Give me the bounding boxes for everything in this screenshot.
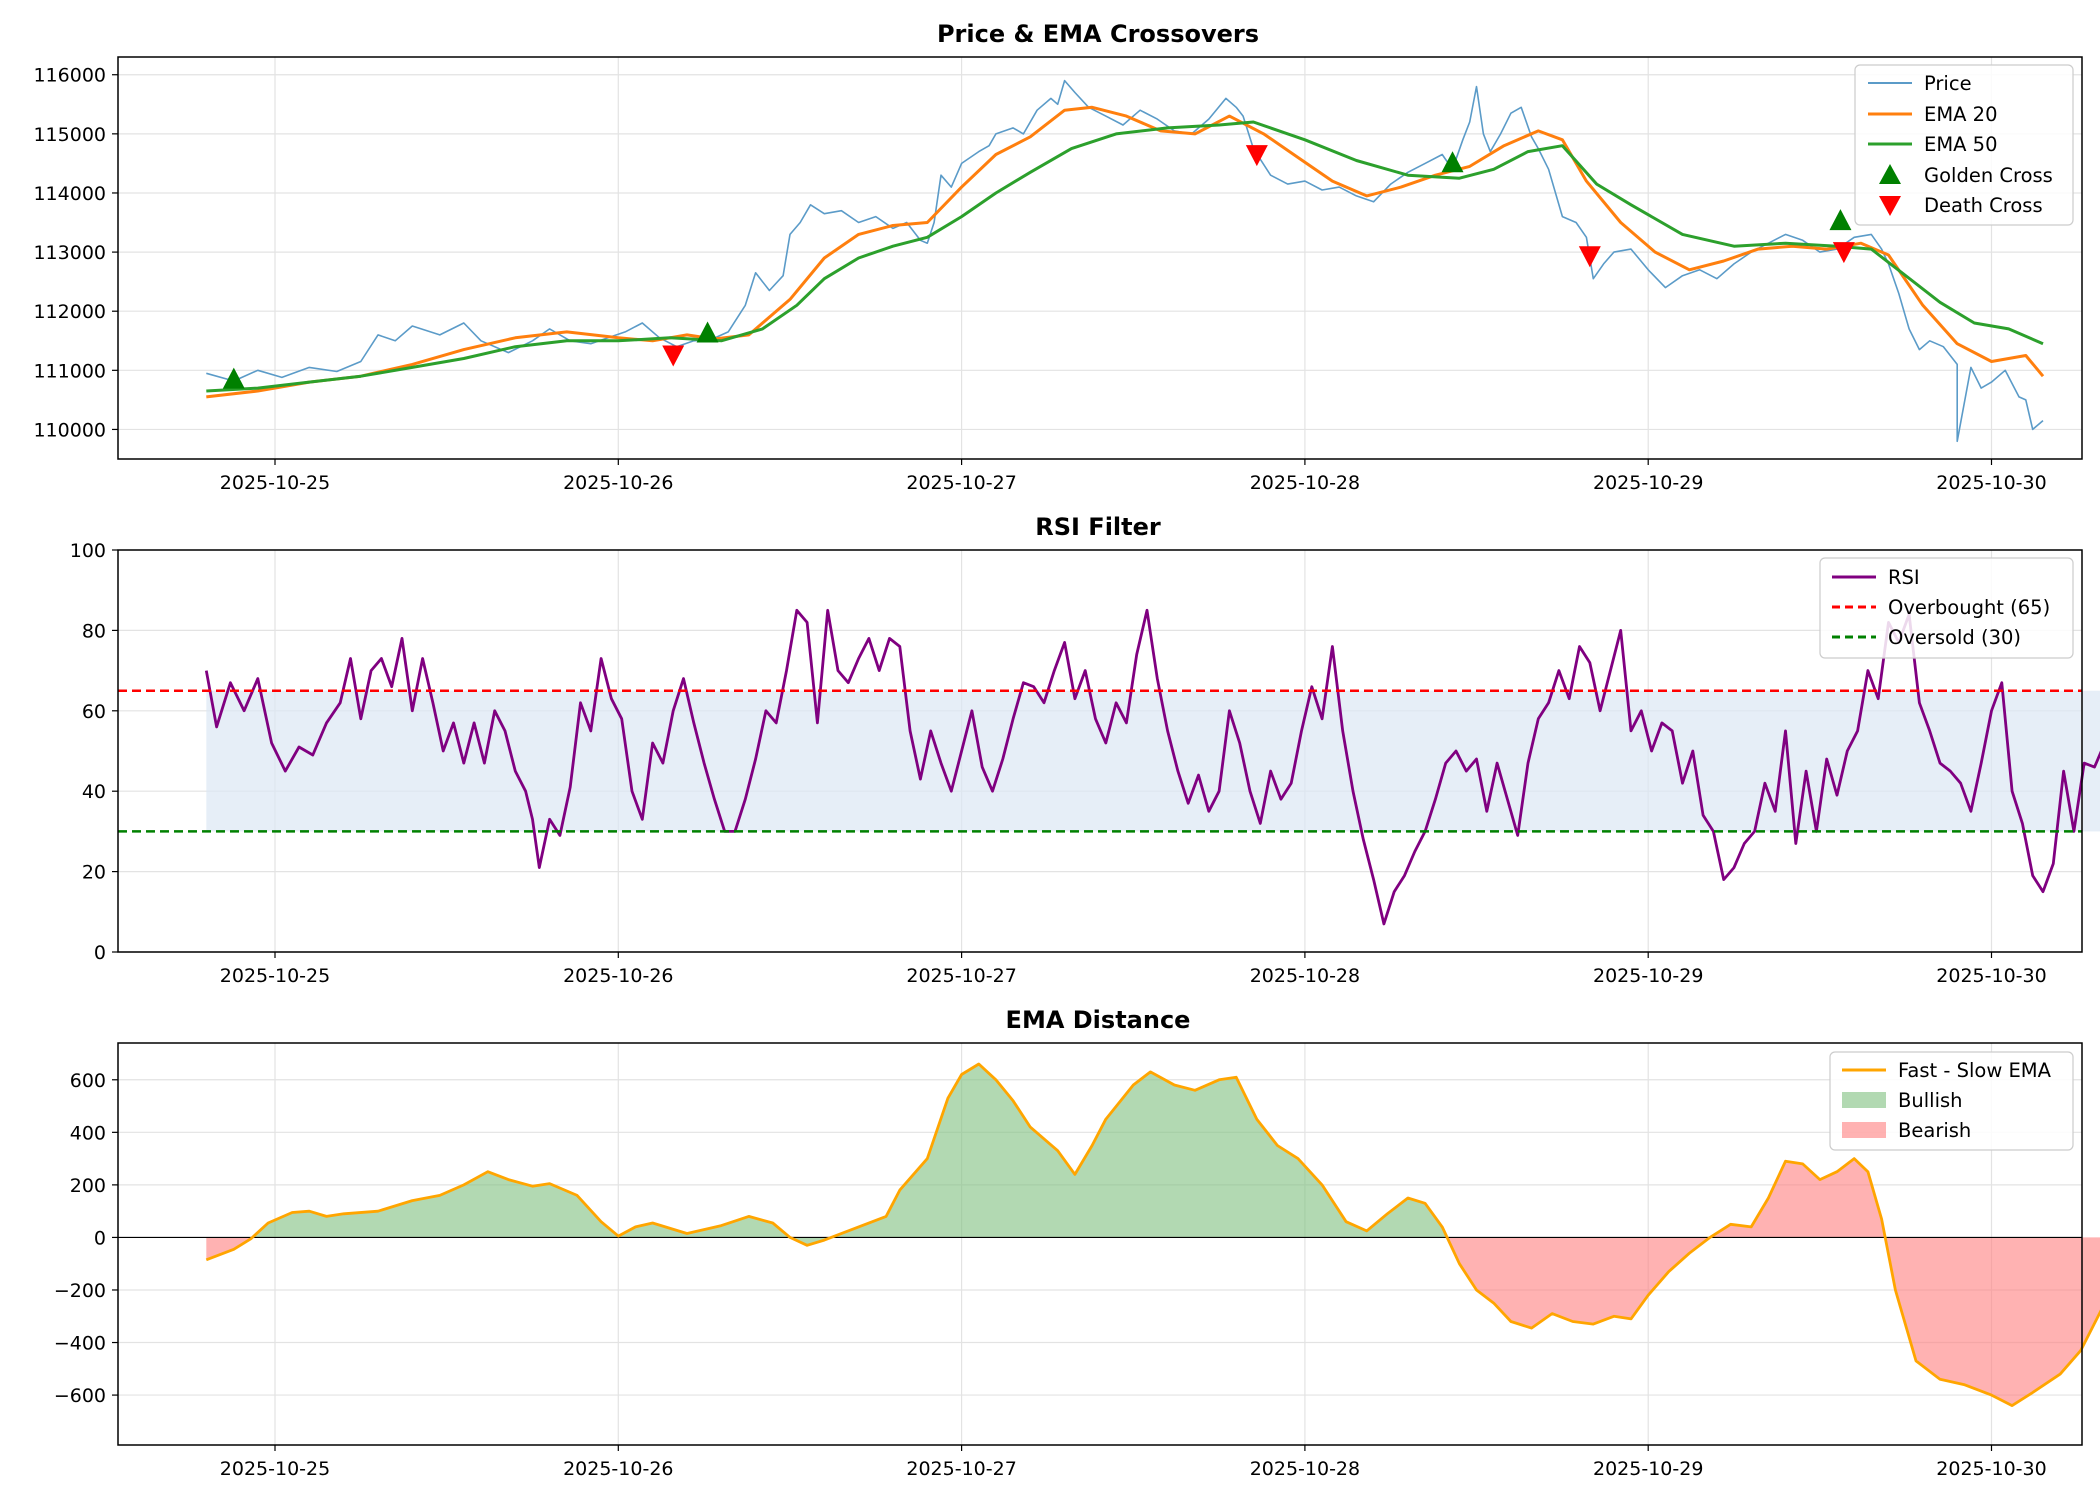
ema50-line (206, 120, 2044, 393)
y-tick-label: 111000 (33, 360, 106, 382)
x-tick-label: 2025-10-27 (906, 965, 1016, 987)
rsi-legend: RSI Overbought (65) Oversold (30) (1819, 557, 2074, 659)
rsi-plot-frame (117, 549, 2083, 953)
golden-cross-marker (696, 321, 719, 343)
golden-cross-marker (1829, 209, 1852, 231)
price-panel-title: Price & EMA Crossovers (937, 20, 1259, 48)
bullish-area (252, 1171, 832, 1246)
legend-death-cross-marker (1879, 196, 1901, 216)
legend-ema20-label: EMA 20 (1924, 103, 1998, 126)
x-tick-label: 2025-10-29 (1593, 1458, 1703, 1480)
x-tick-label: 2025-10-26 (563, 1458, 673, 1480)
x-tick-label: 2025-10-27 (906, 1458, 1016, 1480)
legend-bullish-label: Bullish (1898, 1089, 1963, 1112)
legend-ema50-label: EMA 50 (1924, 133, 1998, 156)
death-cross-marker (1832, 242, 1855, 264)
x-tick-label: 2025-10-26 (563, 965, 673, 987)
rsi-line (204, 608, 2100, 926)
y-tick-label: 116000 (33, 65, 106, 87)
x-tick-label: 2025-10-27 (906, 472, 1016, 494)
legend-death-cross-label: Death Cross (1924, 194, 2043, 217)
y-tick-label: 0 (94, 942, 106, 964)
x-tick-label: 2025-10-25 (220, 1458, 330, 1480)
ema-distance-panel-title: EMA Distance (1006, 1006, 1191, 1034)
x-tick-label: 2025-10-30 (1936, 965, 2046, 987)
legend-golden-cross-marker (1879, 164, 1901, 184)
price-legend: Price EMA 20 EMA 50 Golden Cross Death C… (1854, 64, 2074, 226)
y-tick-label: 20 (82, 862, 106, 884)
bearish-area (1447, 1158, 1886, 1329)
y-tick-label: 114000 (33, 183, 106, 205)
legend-distance-label: Fast - Slow EMA (1898, 1059, 2052, 1082)
legend-golden-cross-label: Golden Cross (1924, 164, 2053, 187)
price-panel: Price & EMA Crossovers 2025-10-25 2025-10… (33, 20, 2083, 494)
golden-cross-marker (1441, 151, 1464, 173)
y-tick-label: −600 (54, 1385, 106, 1407)
bearish-area (1885, 1237, 2100, 1406)
x-tick-label: 2025-10-28 (1250, 472, 1360, 494)
y-tick-label: 0 (94, 1227, 106, 1249)
y-tick-label: 115000 (33, 124, 106, 146)
y-tick-label: 80 (82, 620, 106, 642)
ema-distance-line (205, 1062, 2100, 1407)
y-tick-label: 600 (70, 1070, 106, 1092)
x-tick-label: 2025-10-25 (220, 472, 330, 494)
y-tick-label: 200 (70, 1175, 106, 1197)
death-cross-marker (662, 345, 685, 367)
y-tick-label: 112000 (33, 301, 106, 323)
rsi-panel-title: RSI Filter (1035, 513, 1161, 541)
legend-oversold-label: Oversold (30) (1888, 626, 2021, 649)
ema-distance-legend: Fast - Slow EMA Bullish Bearish (1829, 1051, 2074, 1151)
x-tick-label: 2025-10-26 (563, 472, 673, 494)
death-cross-marker (1245, 145, 1268, 167)
x-tick-label: 2025-10-25 (220, 965, 330, 987)
rsi-panel: RSI Filter 2025-10-25 2025-10-26 2025-10-2… (70, 513, 2100, 987)
x-tick-label: 2025-10-30 (1936, 472, 2046, 494)
legend-overbought-label: Overbought (65) (1888, 596, 2050, 619)
legend-bearish-swatch (1842, 1122, 1886, 1138)
rsi-neutral-band (206, 690, 2100, 832)
y-tick-label: 60 (82, 701, 106, 723)
x-tick-label: 2025-10-28 (1250, 1458, 1360, 1480)
ema-distance-plot-frame (117, 1042, 2083, 1446)
bullish-area (831, 1064, 1448, 1238)
legend-price-label: Price (1924, 72, 1972, 95)
x-tick-label: 2025-10-28 (1250, 965, 1360, 987)
legend-rsi-label: RSI (1888, 566, 1920, 589)
golden-cross-marker (222, 367, 245, 389)
y-tick-label: 40 (82, 781, 106, 803)
ema-distance-panel: EMA Distance 2025-10-25 2025-10-26 2025-10… (54, 1006, 2100, 1480)
x-tick-label: 2025-10-29 (1593, 472, 1703, 494)
death-cross-marker (1578, 246, 1601, 268)
y-tick-label: −200 (54, 1280, 106, 1302)
legend-bearish-label: Bearish (1898, 1119, 1971, 1142)
y-tick-label: 400 (70, 1122, 106, 1144)
x-tick-label: 2025-10-29 (1593, 965, 1703, 987)
price-plot-frame (117, 56, 2083, 460)
legend-bullish-swatch (1842, 1092, 1886, 1108)
y-tick-label: 113000 (33, 242, 106, 264)
y-tick-label: 110000 (33, 419, 106, 441)
x-tick-label: 2025-10-30 (1936, 1458, 2046, 1480)
y-tick-label: −400 (54, 1333, 106, 1355)
y-tick-label: 100 (70, 540, 106, 562)
